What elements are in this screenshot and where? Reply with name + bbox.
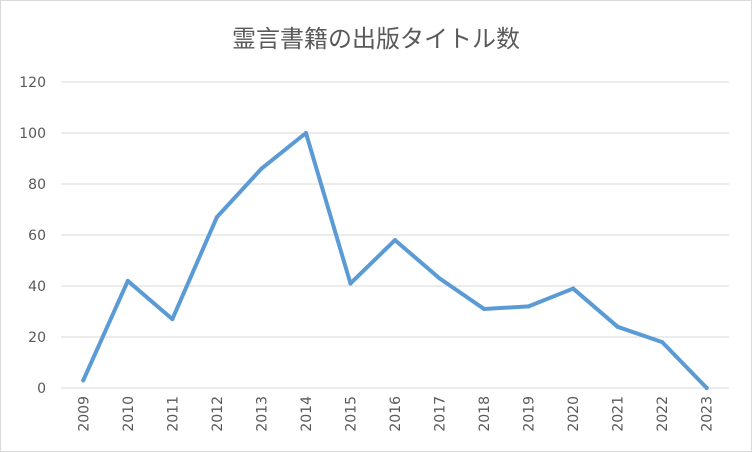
data-point-2017 [437,276,442,281]
x-tick-label: 2009 [76,396,92,432]
x-tick-label: 2017 [433,396,449,432]
gridlines [61,81,729,389]
y-tick-label: 0 [37,381,46,397]
y-tick-label: 80 [28,177,46,193]
x-tick-label: 2014 [299,396,315,432]
x-tick-label: 2016 [388,396,404,432]
chart-title: 霊言書籍の出版タイトル数 [232,25,520,53]
data-point-2013 [259,166,264,171]
x-tick-label: 2023 [700,396,716,432]
data-point-2014 [303,131,308,135]
y-axis-ticks: 0 20 40 60 80 100 120 [19,75,46,397]
x-tick-label: 2011 [165,396,181,432]
y-tick-label: 20 [28,330,46,346]
x-tick-label: 2012 [210,396,226,432]
data-point-2015 [348,281,353,286]
data-point-2011 [170,317,175,322]
data-point-2020 [571,286,576,291]
x-tick-label: 2022 [655,396,671,432]
y-tick-label: 120 [19,75,46,91]
x-tick-label: 2021 [611,396,627,432]
x-tick-label: 2013 [254,396,270,432]
y-tick-label: 60 [28,228,46,244]
data-point-2012 [214,215,219,220]
x-tick-label: 2010 [121,396,137,432]
data-point-2022 [660,340,665,345]
data-point-2018 [482,306,487,311]
x-axis-ticks: 2009 2010 2011 2012 2013 2014 2015 2016 2017 2018… [76,396,715,432]
data-point-2016 [393,238,397,243]
x-tick-label: 2018 [477,396,493,432]
x-tick-label: 2020 [566,396,582,432]
series-layer [81,131,709,390]
x-tick-label: 2019 [522,396,538,432]
data-point-2010 [125,278,130,283]
y-tick-label: 40 [28,279,46,295]
data-point-2023 [704,386,709,390]
data-point-2021 [615,324,620,329]
x-tick-label: 2015 [343,396,359,432]
data-point-2009 [81,378,86,383]
data-point-2019 [526,304,531,309]
series-line [81,131,709,390]
y-tick-label: 100 [19,126,46,142]
